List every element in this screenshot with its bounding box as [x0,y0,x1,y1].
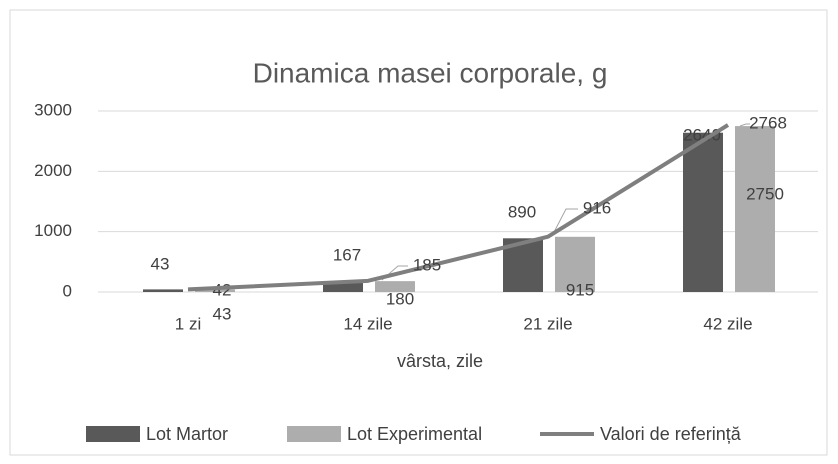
x-tick-label: 14 zile [343,314,392,333]
data-label: 185 [413,255,441,274]
legend-label: Lot Martor [146,424,228,444]
data-label: 42 [213,280,232,299]
legend-swatch [287,426,341,442]
data-label: 43 [213,304,232,323]
data-label: 167 [333,245,361,264]
leader-line [739,123,750,127]
line [187,123,730,292]
bar [683,132,723,292]
data-label: 916 [583,198,611,217]
bar [323,281,363,292]
data-label: 890 [508,202,536,221]
bar [195,289,235,292]
legend-label: Valori de referință [600,424,742,444]
bar [375,281,415,292]
legend-swatch [86,426,140,442]
data-label: 180 [386,289,414,308]
y-tick-label: 0 [63,281,72,300]
y-tick-label: 1000 [34,221,72,240]
data-label: 2640 [683,125,721,144]
x-axis-label: vârsta, zile [397,351,483,371]
x-tick-label: 1 zi [175,314,201,333]
data-label: 43 [151,254,170,273]
data-label: 2750 [746,184,784,203]
data-label: 915 [566,280,594,299]
bar [555,236,595,292]
chart-title: Dinamica masei corporale, g [253,57,608,88]
y-tick-label: 3000 [34,100,72,119]
x-tick-label: 21 zile [523,314,572,333]
bar [735,126,775,292]
leader-line [551,208,578,237]
legend-label: Lot Experimental [347,424,482,444]
bar [143,289,183,292]
x-tick-label: 42 zile [703,314,752,333]
data-label: 2768 [749,113,787,132]
y-tick-label: 2000 [34,161,72,180]
